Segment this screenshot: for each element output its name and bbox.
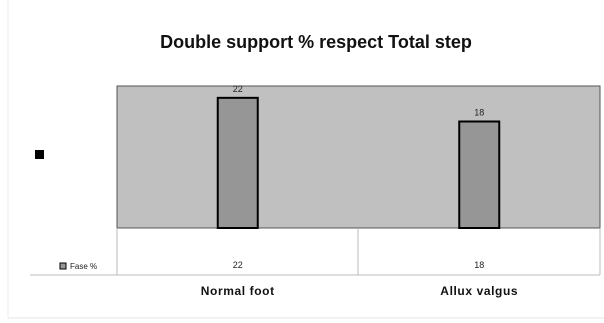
- bars-group: [216, 96, 501, 230]
- data-table: Fase %: [30, 228, 601, 276]
- legend-marker-square: [35, 150, 44, 159]
- bar-data-label: 18: [474, 108, 484, 118]
- category-label: Allux valgus: [440, 284, 518, 298]
- table-value: 22: [233, 260, 243, 270]
- bar: [216, 96, 259, 230]
- table-value: 18: [474, 260, 484, 270]
- bar: [458, 120, 501, 229]
- category-label: Normal foot: [201, 284, 275, 298]
- labels-group: 22 22 Normal foot 18 18 Allux valgus: [201, 84, 518, 298]
- table-series-key: [59, 262, 67, 270]
- table-series-name: Fase %: [70, 262, 97, 271]
- bar-data-label: 22: [233, 84, 243, 94]
- chart-title: Double support % respect Total step: [160, 32, 472, 52]
- plot-area: [116, 85, 601, 229]
